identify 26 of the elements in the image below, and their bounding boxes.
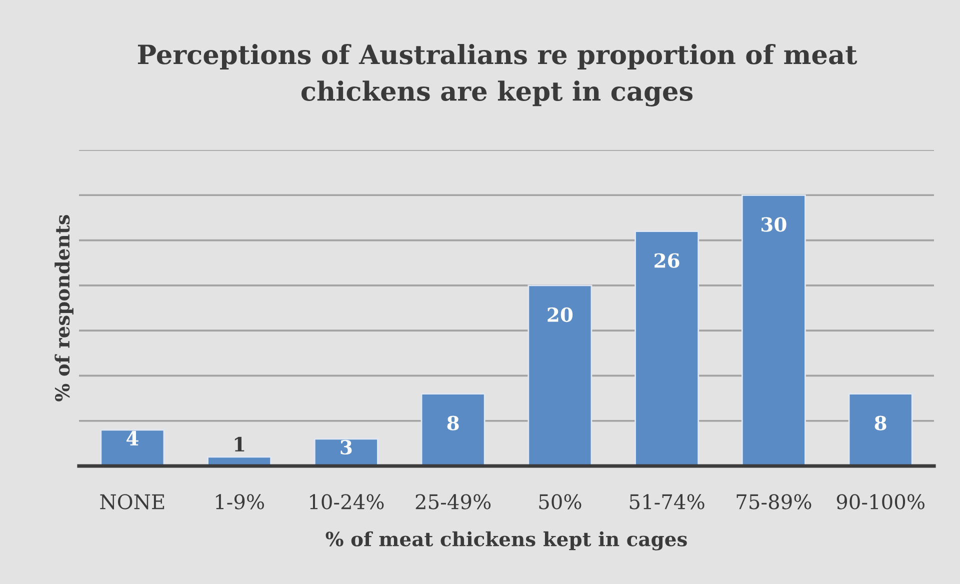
x-axis-title: % of meat chickens kept in cages: [326, 531, 687, 550]
x-tick-label: 51-74%: [630, 494, 704, 510]
data-label: 4: [126, 430, 138, 446]
data-label: 8: [447, 416, 459, 430]
x-tick-label: 90-100%: [836, 494, 924, 510]
x-tick-label: NONE: [100, 494, 164, 510]
data-label: 26: [654, 253, 680, 268]
bar: [528, 284, 592, 466]
x-tick-label: 75-89%: [736, 494, 812, 510]
x-tick-label: 1-9%: [216, 494, 264, 510]
bar: [848, 393, 913, 466]
data-label: 20: [548, 307, 573, 322]
bar: [314, 438, 378, 466]
data-label: 1: [234, 436, 244, 452]
bar: [741, 194, 806, 466]
data-label: 30: [762, 217, 786, 232]
data-label: 3: [340, 440, 352, 455]
y-axis-title: % of respondents: [54, 214, 74, 402]
bar: [100, 429, 165, 466]
bar: [634, 230, 700, 466]
x-tick-label: 10-24%: [310, 494, 384, 510]
x-tick-label: 25-49%: [416, 494, 491, 510]
bar: [420, 393, 486, 466]
data-label: 8: [874, 416, 886, 430]
chart-title: Perceptions of Australians re proportion of meat chickens are kept in cages: [138, 44, 858, 106]
x-tick-label: 50%: [539, 494, 582, 510]
